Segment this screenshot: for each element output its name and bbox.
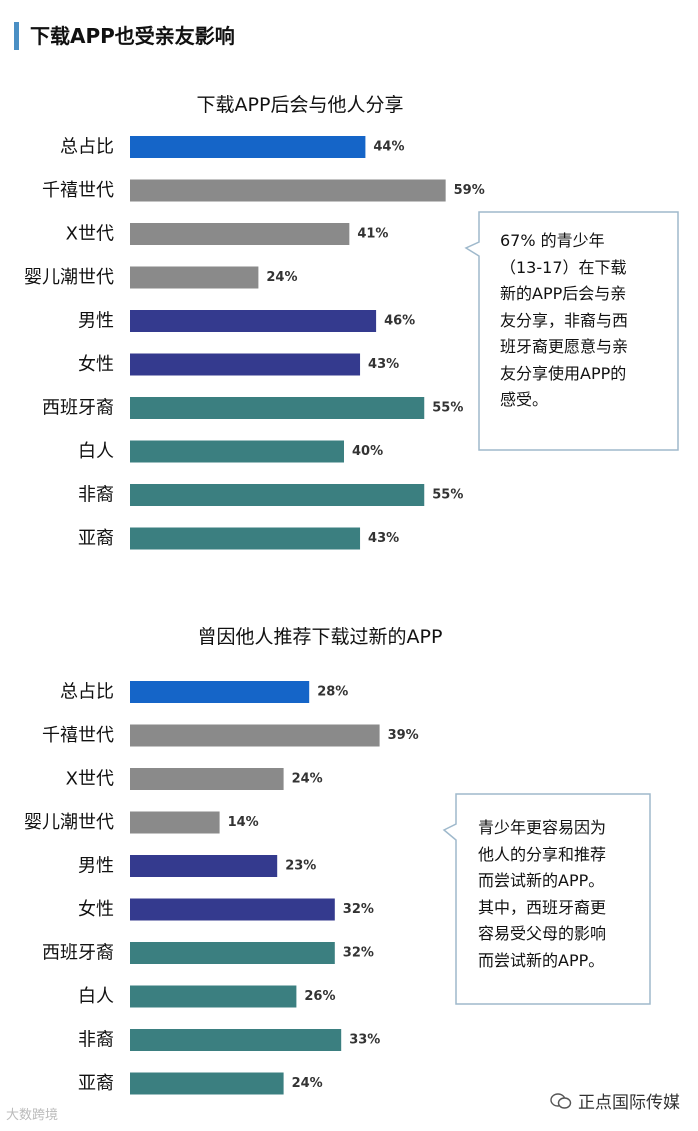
category-label: 婴儿潮世代 xyxy=(24,267,114,288)
category-label: 女性 xyxy=(78,354,114,375)
category-label: X世代 xyxy=(66,224,114,245)
value-label: 59% xyxy=(454,183,485,198)
value-label: 32% xyxy=(343,946,374,961)
value-label: 41% xyxy=(357,227,388,242)
bar xyxy=(130,440,344,463)
value-label: 23% xyxy=(285,859,316,874)
value-label: 24% xyxy=(292,772,323,787)
bar xyxy=(130,527,361,550)
value-label: 40% xyxy=(352,444,383,459)
chart-2: 总占比 28% 千禧世代 39% X世代 24% 婴儿潮世代 14% 男性 23% 女性 32% 西班牙… xyxy=(24,681,419,1095)
value-label: 55% xyxy=(432,488,463,503)
value-label: 32% xyxy=(343,902,374,917)
category-label: 非裔 xyxy=(78,485,114,506)
bar xyxy=(130,768,284,790)
category-label: X世代 xyxy=(66,769,114,790)
category-label: 总占比 xyxy=(60,137,114,158)
value-label: 33% xyxy=(349,1033,380,1048)
bar xyxy=(130,484,425,506)
wechat-icon xyxy=(550,1092,572,1109)
category-label: 男性 xyxy=(78,856,114,877)
category-label: 婴儿潮世代 xyxy=(24,812,114,833)
category-label: 白人 xyxy=(78,441,114,462)
category-label: 白人 xyxy=(78,986,114,1007)
watermark-right: 正点国际传媒 xyxy=(550,1088,680,1113)
value-label: 24% xyxy=(292,1076,323,1091)
category-label: 千禧世代 xyxy=(42,725,114,746)
bar xyxy=(130,353,361,376)
category-label: 总占比 xyxy=(60,682,114,703)
header-accent-bar xyxy=(14,22,19,50)
chart-2-callout-box xyxy=(442,793,651,1005)
bar xyxy=(130,179,446,202)
category-label: 男性 xyxy=(78,311,114,332)
bar xyxy=(130,985,297,1008)
value-label: 43% xyxy=(368,357,399,372)
category-label: 西班牙裔 xyxy=(42,398,114,419)
bar xyxy=(130,1029,342,1051)
value-label: 44% xyxy=(373,140,404,155)
category-label: 亚裔 xyxy=(78,528,114,549)
bar xyxy=(130,223,350,245)
value-label: 24% xyxy=(266,270,297,285)
category-label: 亚裔 xyxy=(78,1073,114,1094)
bar xyxy=(130,310,377,332)
bar xyxy=(130,855,278,877)
chart-2-title: 曾因他人推荐下载过新的APP xyxy=(197,626,443,648)
chart-1: 总占比 44% 千禧世代 59% X世代 41% 婴儿潮世代 24% 男性 46% 女性 43% 西班牙… xyxy=(24,136,485,550)
bar xyxy=(130,724,380,747)
bar xyxy=(130,1072,284,1095)
chart-1-callout-box xyxy=(464,211,679,451)
category-label: 西班牙裔 xyxy=(42,943,114,964)
value-label: 39% xyxy=(388,728,419,743)
chart-1-title: 下载APP后会与他人分享 xyxy=(196,94,404,116)
value-label: 55% xyxy=(432,401,463,416)
category-label: 非裔 xyxy=(78,1030,114,1051)
value-label: 43% xyxy=(368,531,399,546)
bar xyxy=(130,266,259,289)
category-label: 女性 xyxy=(78,899,114,920)
value-label: 28% xyxy=(317,685,348,700)
bar xyxy=(130,811,220,834)
value-label: 26% xyxy=(304,989,335,1004)
watermark-left: 大数跨境 xyxy=(6,1108,59,1123)
category-label: 千禧世代 xyxy=(42,180,114,201)
bar xyxy=(130,681,310,703)
value-label: 14% xyxy=(228,815,259,830)
chart-2-callout-text: 青少年更容易因为 他人的分享和推荐 而尝试新的APP。 其中，西班牙裔更 容易受… xyxy=(478,818,607,970)
bar xyxy=(130,942,335,964)
watermark-right-text: 正点国际传媒 xyxy=(578,1093,680,1113)
bar xyxy=(130,898,335,921)
value-label: 46% xyxy=(384,314,415,329)
bar xyxy=(130,397,425,419)
bar xyxy=(130,136,366,158)
page-title: 下载APP也受亲友影响 xyxy=(30,24,235,48)
chart-1-callout-text: 67% 的青少年 （13-17）在下载 新的APP后会与亲 友分享，非裔与西 班… xyxy=(500,231,629,409)
